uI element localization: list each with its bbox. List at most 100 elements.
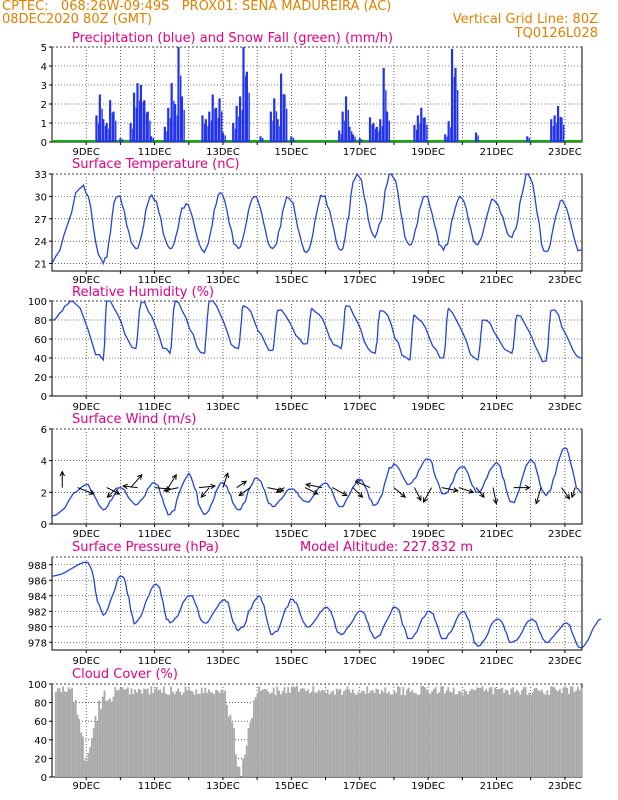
- cloud-bar: [254, 697, 257, 777]
- cloud-bar: [312, 685, 315, 777]
- cloud-bar: [134, 689, 136, 777]
- cloud-bar: [213, 693, 216, 777]
- y-tick-label: 984: [28, 592, 47, 603]
- cloud-bar: [555, 690, 558, 777]
- wind-vector: [164, 487, 179, 492]
- x-tick-label: 19DEC: [411, 275, 445, 286]
- cloud-bar: [193, 694, 196, 777]
- precip-bar: [372, 123, 375, 142]
- cloud-bar: [377, 689, 379, 777]
- precip-bar: [238, 116, 240, 142]
- cloud-bar: [469, 690, 471, 777]
- cloud-bar: [123, 689, 126, 777]
- x-tick-label: 17DEC: [343, 402, 377, 413]
- x-tick-label: 17DEC: [343, 781, 377, 792]
- x-tick-label: 21DEC: [480, 147, 514, 158]
- series-line: [51, 447, 582, 517]
- precip-bar: [112, 111, 115, 142]
- cloud-bar: [366, 686, 369, 777]
- precip-bar: [204, 119, 207, 142]
- cloud-bar: [236, 766, 239, 777]
- precip-bar: [142, 102, 144, 142]
- cloud-bar: [488, 687, 491, 777]
- precip-bar: [180, 96, 184, 142]
- wind-vector: [167, 474, 177, 488]
- cloud-bar: [148, 694, 151, 777]
- x-tick-label: 17DEC: [343, 656, 377, 667]
- precip-bar: [556, 105, 560, 142]
- cloud-bar: [402, 687, 405, 777]
- cloud-bar: [101, 696, 104, 777]
- precip-bar: [145, 112, 148, 142]
- cloud-bar: [391, 694, 394, 777]
- precip-bar: [420, 107, 423, 142]
- wind-vector-head: [305, 482, 312, 488]
- cloud-bar: [497, 688, 500, 777]
- cloud-bar: [467, 694, 469, 777]
- cloud-bar: [197, 693, 199, 777]
- x-tick-label: 11DEC: [138, 147, 172, 158]
- y-tick-label: 80: [34, 316, 47, 327]
- precip-bar: [528, 138, 531, 142]
- cloud-bar: [159, 689, 162, 777]
- cloud-bar: [388, 691, 390, 777]
- precip-bar: [241, 110, 243, 142]
- cloud-bar: [280, 694, 282, 777]
- y-tick-label: 3: [41, 81, 47, 92]
- precip-bar: [416, 115, 419, 142]
- cloud-bar: [269, 693, 271, 777]
- cloud-bar: [224, 690, 226, 777]
- cloud-bar: [575, 690, 577, 777]
- cloud-bar: [145, 689, 147, 777]
- wind-vector-head: [238, 490, 245, 497]
- cloud-bar: [375, 688, 378, 777]
- y-tick-label: 0: [41, 138, 47, 149]
- cloud-bar: [74, 699, 77, 777]
- cloud-bar: [186, 690, 189, 777]
- wind-vector-head: [492, 498, 499, 505]
- cloud-bar: [262, 689, 264, 777]
- cloud-bar: [55, 691, 57, 777]
- x-tick-label: 11DEC: [138, 275, 172, 286]
- wind-vector-head: [275, 487, 282, 493]
- wind-vector-head: [121, 483, 128, 490]
- precip-bar: [135, 107, 137, 142]
- cloud-bar: [353, 693, 356, 777]
- precip-bar: [550, 119, 553, 142]
- cloud-bar: [242, 758, 244, 777]
- cloud-bar: [161, 692, 163, 777]
- panel-2: Relative Humidity (%) 0 20 40 60 80 100 9DEC 11D…: [28, 285, 583, 413]
- y-tick-label: 21: [34, 260, 47, 271]
- precip-bar: [273, 98, 276, 142]
- precip-bar: [207, 126, 209, 142]
- cloud-bar: [431, 691, 433, 777]
- cloud-bar: [299, 688, 302, 777]
- x-tick-label: 15DEC: [274, 656, 308, 667]
- wind-vector-head: [534, 498, 540, 505]
- cloud-bar: [508, 694, 511, 777]
- precip-bar: [98, 94, 101, 142]
- wind-vector: [414, 487, 422, 501]
- cloud-bar: [460, 691, 462, 777]
- precip-bar: [454, 67, 457, 142]
- precip-bar: [132, 128, 134, 142]
- cloud-bar: [146, 688, 149, 777]
- cloud-bar: [512, 687, 514, 777]
- cloud-bar: [506, 690, 509, 777]
- wind-vector: [535, 487, 542, 504]
- wind-vector-head: [210, 483, 217, 490]
- panel-annotation: Model Altitude: 227.832 m: [300, 540, 473, 555]
- precip-bar: [214, 108, 216, 142]
- wind-vector: [123, 485, 138, 489]
- precip-bar: [115, 120, 117, 142]
- cloud-bar: [278, 690, 280, 777]
- wind-vector-head: [341, 491, 348, 497]
- precip-bar: [413, 124, 416, 142]
- cloud-bar: [379, 693, 381, 777]
- cloud-bar: [418, 694, 421, 777]
- x-tick-label: 13DEC: [206, 656, 240, 667]
- cloud-bar: [283, 687, 286, 777]
- wind-vector-head: [422, 496, 428, 503]
- x-tick-label: 13DEC: [206, 402, 240, 413]
- x-tick-label: 11DEC: [138, 781, 172, 792]
